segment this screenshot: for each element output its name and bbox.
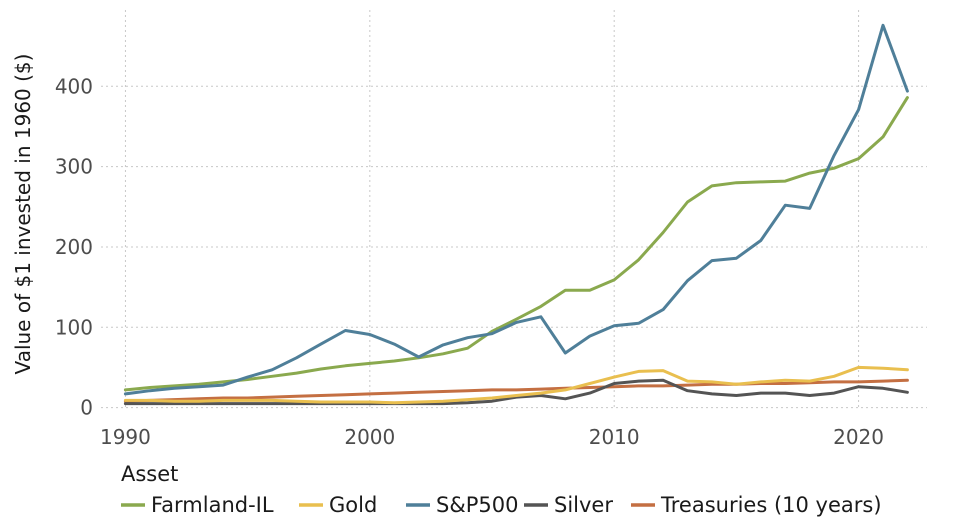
legend-label: Farmland-IL xyxy=(151,493,274,517)
y-tick-label: 0 xyxy=(80,396,93,420)
series-line-treasuries-10-years xyxy=(123,378,909,403)
x-tick-label: 2000 xyxy=(344,425,395,449)
legend-title: Asset xyxy=(121,462,178,486)
y-axis-title: Value of $1 invested in 1960 ($) xyxy=(11,54,35,375)
x-axis-ticks: 1990 2000 2010 2020 xyxy=(100,425,884,449)
legend-label: Silver xyxy=(554,493,613,517)
y-axis-ticks: 0 100 200 300 400 xyxy=(55,74,93,419)
y-tick-label: 400 xyxy=(55,74,93,98)
series-line-gold xyxy=(123,365,909,405)
series-lines xyxy=(123,23,909,406)
grid xyxy=(101,10,927,410)
series-line-s-p500 xyxy=(123,23,909,396)
series-line-silver xyxy=(123,378,909,406)
x-tick-label: 1990 xyxy=(100,425,151,449)
y-tick-label: 200 xyxy=(55,235,93,259)
y-tick-label: 100 xyxy=(55,315,93,339)
y-tick-label: 300 xyxy=(55,155,93,179)
legend-label: Gold xyxy=(329,493,377,517)
x-tick-label: 2020 xyxy=(833,425,884,449)
legend: Farmland-IL Gold S&P500 Silver Treasuries (1… xyxy=(121,493,882,517)
legend-label: S&P500 xyxy=(436,493,518,517)
series-line-farmland-il xyxy=(123,96,909,392)
legend-label: Treasuries (10 years) xyxy=(660,493,882,517)
x-tick-label: 2010 xyxy=(589,425,640,449)
